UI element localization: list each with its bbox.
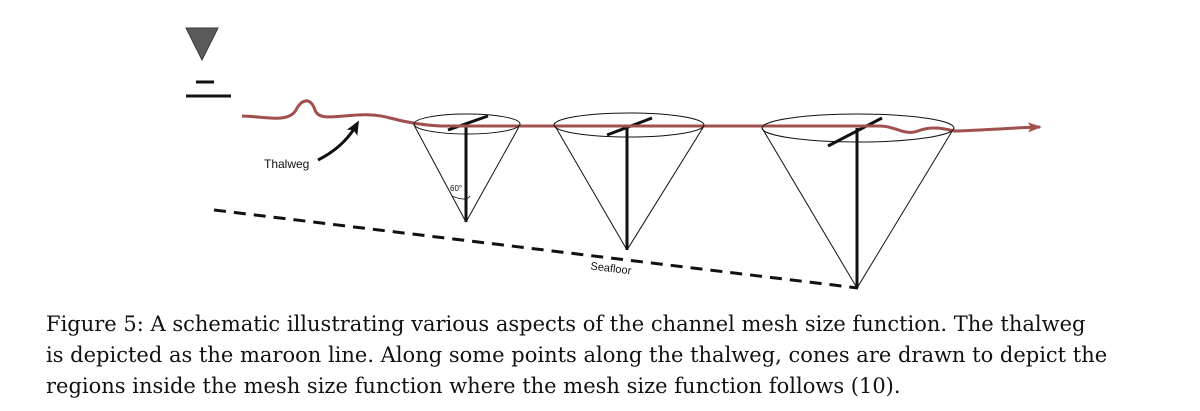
seafloor-line [213,208,859,290]
cone-1-right-edge [465,124,521,223]
thalweg-line [241,99,1042,134]
thalweg-label: Thalweg [264,157,309,171]
angle-label: 60° [450,184,462,193]
cone-1-top-ellipse [413,113,521,135]
thalweg-pointer-arrow [317,120,359,162]
caption-line-3: regions inside the mesh size function wh… [46,374,901,398]
caption-line-2: is depicted as the maroon line. Along so… [46,343,1108,367]
cone-3-top-ellipse [761,113,955,143]
water-level-symbol [185,27,231,98]
cone-2 [554,116,705,251]
cone-3-left-edge [761,127,858,289]
cone-2-top-ellipse [553,112,705,138]
cone-3 [761,116,955,289]
figure-caption: Figure 5: A schematic illustrating vario… [46,309,1186,402]
cone-1-left-edge [413,124,467,223]
caption-line-1: Figure 5: A schematic illustrating vario… [46,312,1086,336]
seafloor-label: Seafloor [590,260,632,277]
cone-3-right-edge [856,127,955,289]
cone-2-right-edge [626,125,705,251]
cone-2-left-edge [554,125,628,251]
cone-1: 60° [413,114,521,223]
mesh-size-schematic: Seafloor 60° Thalweg [185,27,1042,290]
cone-1-radius-tick [447,114,489,132]
water-level-triangle-icon [185,27,219,62]
cone-1-angle-arc [451,195,471,200]
